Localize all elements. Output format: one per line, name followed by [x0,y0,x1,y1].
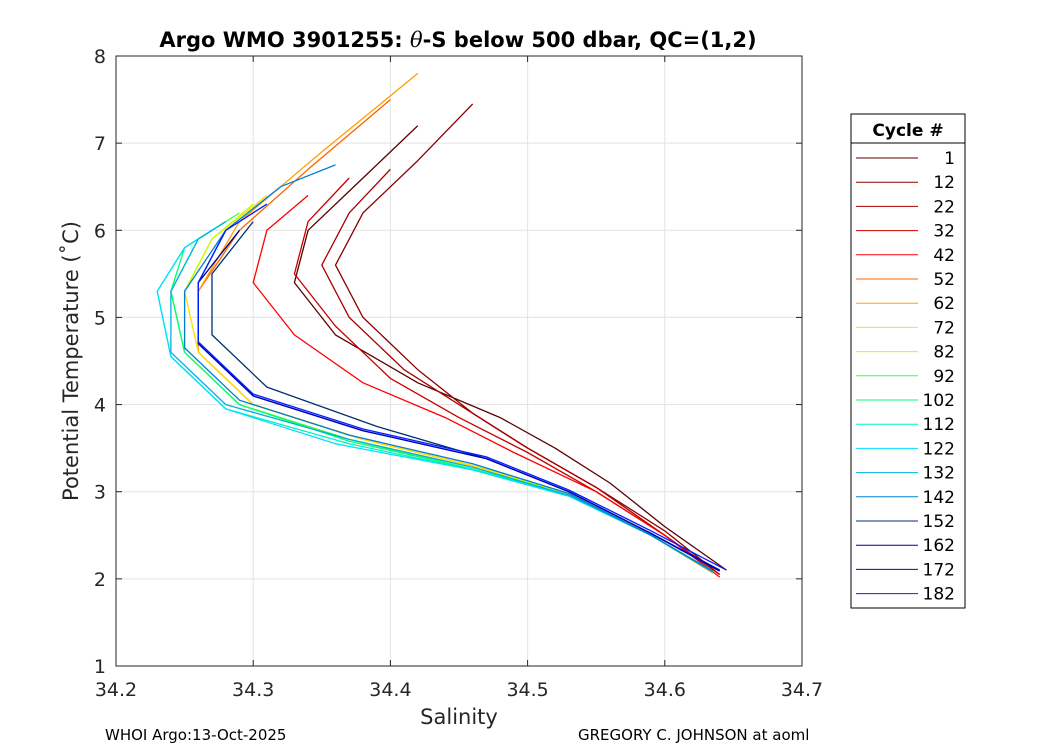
legend-label-112: 112 [923,415,955,435]
x-tick-label: 34.5 [506,679,548,701]
plot-area [116,56,802,666]
y-tick-labels: 1 2 3 4 5 6 7 8 [94,46,106,678]
y-tick-label: 1 [94,656,106,678]
series-group [156,72,727,578]
y-tick-label: 5 [94,307,106,329]
legend-label-32: 32 [933,222,955,242]
footer-left: WHOI Argo:13-Oct-2025 [105,726,286,744]
legend-label-22: 22 [933,197,955,217]
legend-label-152: 152 [923,512,955,532]
x-tick-label: 34.3 [232,679,274,701]
legend-box [850,113,966,609]
y-axis-label: Potential Temperature (˚C) [59,221,83,501]
legend-title: Cycle # [872,121,943,141]
legend-label-52: 52 [933,270,955,290]
legend-label-82: 82 [933,343,955,363]
series-line-cycle-182 [197,203,727,571]
chart-title-pre: Argo WMO 3901255: [159,28,410,52]
legend-label-162: 162 [923,536,955,556]
legend-label-92: 92 [933,367,955,387]
axes-box [115,55,803,667]
legend-label-1: 1 [944,149,955,169]
ticks [115,55,803,667]
series-line-cycle-22 [321,168,721,576]
y-tick-label: 6 [94,220,106,242]
legend-label-182: 182 [923,585,955,605]
series-line-cycle-142 [183,164,714,572]
legend-label-122: 122 [923,439,955,459]
series-line-cycle-132 [170,221,714,573]
legend-label-132: 132 [923,464,955,484]
x-tick-label: 34.4 [369,679,411,701]
y-tick-label: 8 [94,46,106,68]
y-tick-label: 7 [94,133,106,155]
legend-label-42: 42 [933,246,955,266]
y-tick-label: 2 [94,569,106,591]
legend-label-72: 72 [933,318,955,338]
legend: Cycle # 11222324252627282921021121221321… [850,113,966,609]
chart-title-post: -S below 500 dbar, QC=(1,2) [423,28,757,52]
footer-right: GREGORY C. JOHNSON at aoml [578,726,809,744]
legend-items: 1122232425262728292102112122132142152162… [856,149,955,605]
legend-label-102: 102 [923,391,955,411]
y-tick-label: 3 [94,482,106,504]
x-tick-label: 34.7 [781,679,823,701]
x-tick-label: 34.2 [95,679,137,701]
y-tick-label: 4 [94,395,106,417]
x-tick-label: 34.6 [644,679,686,701]
x-axis-label: Salinity [420,705,498,729]
series-line-cycle-12 [334,103,721,576]
series-line-cycle-42 [252,194,721,578]
chart-title: Argo WMO 3901255: θ-S below 500 dbar, QC… [159,28,756,52]
legend-label-172: 172 [923,560,955,580]
series-line-cycle-1 [293,125,727,571]
legend-label-142: 142 [923,488,955,508]
legend-label-62: 62 [933,294,955,314]
x-tick-labels: 34.2 34.3 34.4 34.5 34.6 34.7 [95,679,823,701]
chart-title-theta: θ [410,28,423,52]
legend-label-12: 12 [933,173,955,193]
